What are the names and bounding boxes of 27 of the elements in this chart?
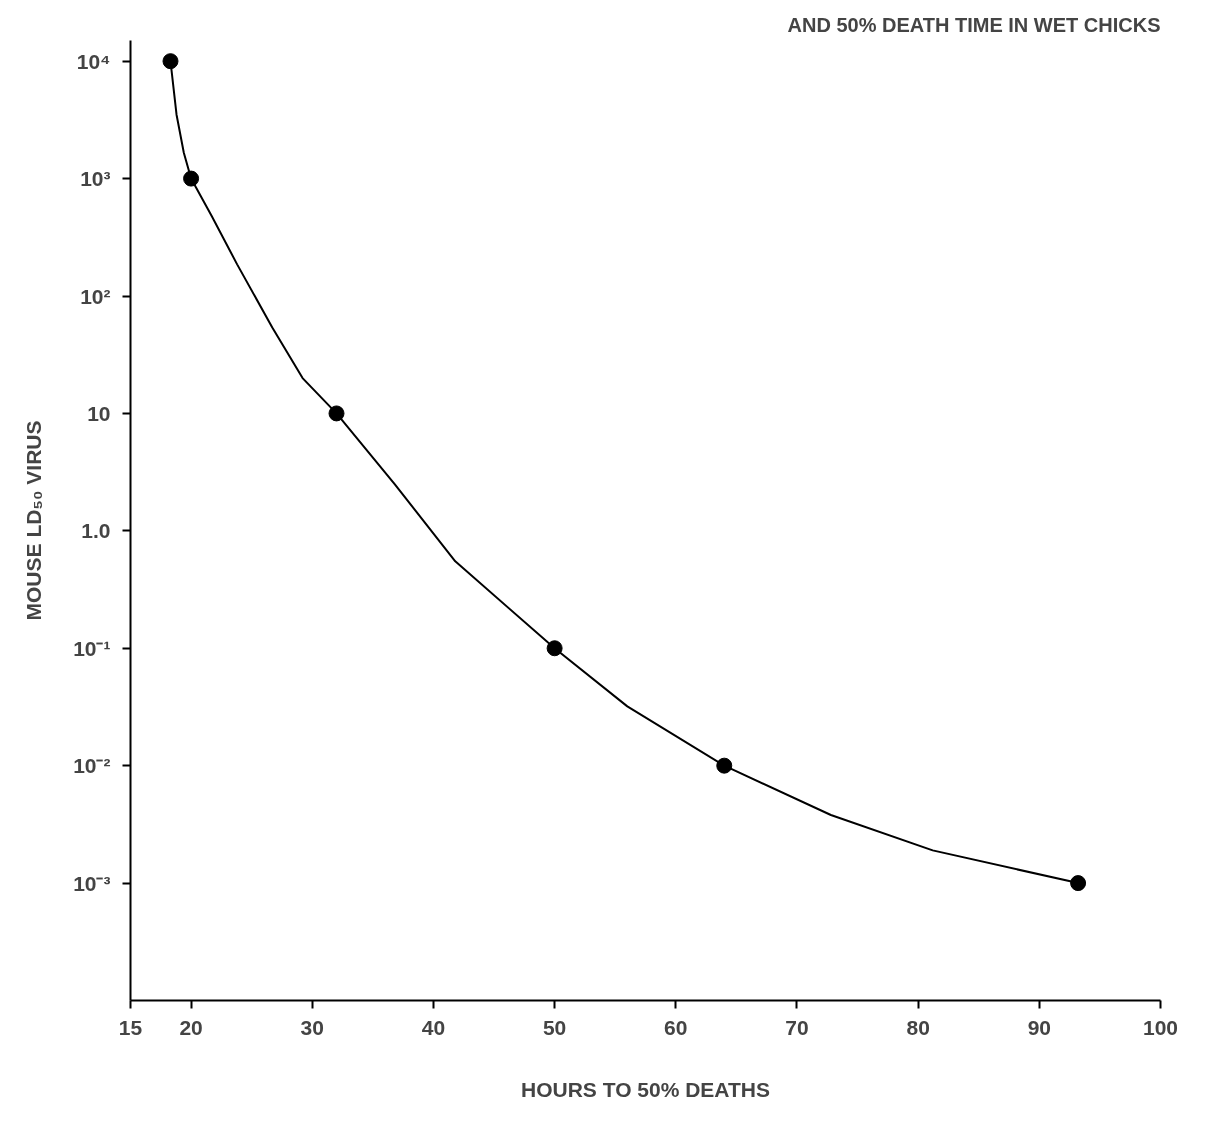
x-tick-label: 60 [664,1015,688,1039]
y-tick-label: 1.0 [81,519,111,543]
point [716,757,733,774]
y-tick-label: 10⁻² [73,754,111,778]
x-tick-label: 30 [300,1015,324,1039]
point [162,53,179,70]
y-axis-title: MOUSE LD₅₀ VIRUS [22,420,46,621]
y-tick-label: 10 [87,401,111,425]
y-tick-label: 10⁴ [76,49,111,73]
x-axis-title: HOURS TO 50% DEATHS [521,1077,770,1101]
y-tick-label: 10² [80,284,111,308]
x-tick-label: 40 [421,1015,446,1039]
point [328,405,345,422]
y-tick-label: 10³ [80,167,111,191]
x-tick-label: 80 [906,1015,930,1039]
y-tick-label: 10⁻³ [73,871,111,895]
x-tick-label: 70 [785,1015,809,1039]
x-tick-label: 15 [118,1015,143,1039]
point [546,640,563,657]
x-tick-label: 90 [1027,1015,1051,1039]
point [1070,875,1087,892]
x-tick-label: 20 [179,1015,203,1039]
point [183,170,200,187]
x-tick-label: 50 [542,1015,567,1039]
x-tick-label: 100 [1142,1015,1179,1039]
chart-title: AND 50% DEATH TIME IN WET CHICKS [787,13,1161,36]
y-tick-label: 10⁻¹ [73,636,111,660]
